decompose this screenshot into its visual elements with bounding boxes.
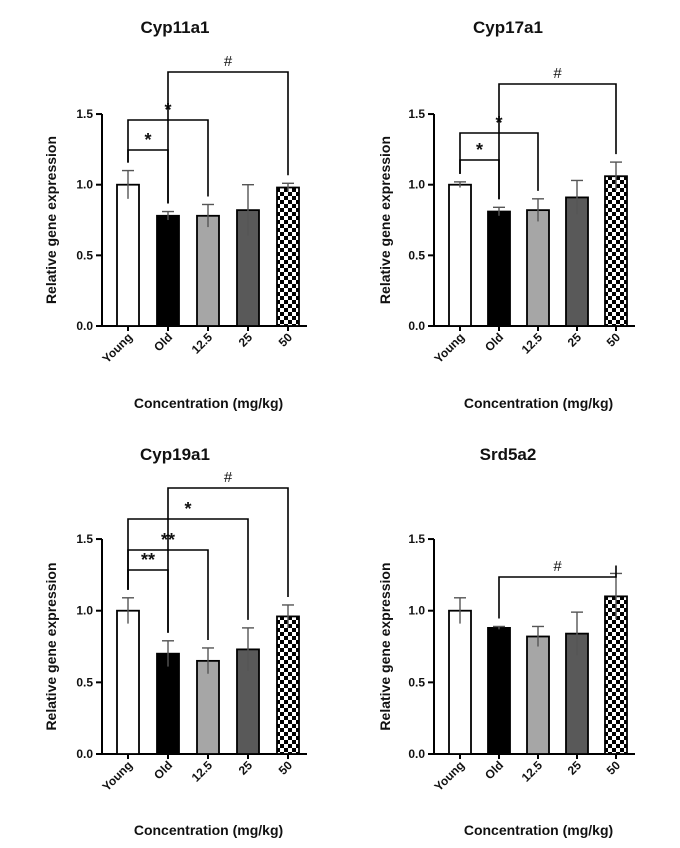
significance-bracket xyxy=(167,487,289,633)
x-tick-label: 50 xyxy=(276,758,296,778)
significance-label: # xyxy=(553,558,562,575)
bar xyxy=(156,652,180,755)
y-tick-label: 0.0 xyxy=(408,319,425,333)
significance-bracket xyxy=(498,565,617,619)
y-tick-label: 1.0 xyxy=(76,178,93,192)
x-tick-label: Young xyxy=(431,758,467,794)
x-tick-label: 12.5 xyxy=(519,330,546,357)
chart-panel-4: Srd5a2 0.0 0.5 1.0 1.5 Relative gene expressi… xyxy=(377,445,635,838)
chart-title: Cyp19a1 xyxy=(140,445,210,464)
x-tick-label: Young xyxy=(99,330,135,366)
bar xyxy=(526,635,550,755)
chart-title: Srd5a2 xyxy=(480,445,537,464)
bar xyxy=(156,214,180,327)
significance-bracket xyxy=(167,71,289,204)
significance-label: * xyxy=(184,499,191,519)
x-tick-label: 12.5 xyxy=(189,758,216,785)
x-axis-label: Concentration (mg/kg) xyxy=(134,822,283,838)
significance-label: # xyxy=(553,65,562,82)
x-tick-label: 12.5 xyxy=(189,330,216,357)
x-tick-label: 25 xyxy=(236,758,256,778)
significance-bracket xyxy=(498,83,617,200)
significance-label: ** xyxy=(141,550,155,570)
x-axis-label: Concentration (mg/kg) xyxy=(134,395,283,411)
x-tick-label: Old xyxy=(151,758,175,782)
y-axis-label: Relative gene expression xyxy=(377,562,393,730)
significance-label: * xyxy=(144,130,151,150)
y-tick-label: 0.5 xyxy=(76,675,93,689)
bar xyxy=(604,595,628,755)
x-tick-label: 25 xyxy=(236,330,256,350)
y-tick-label: 1.5 xyxy=(408,532,425,546)
bar xyxy=(276,615,300,755)
x-tick-label: 25 xyxy=(565,330,585,350)
significance-label: # xyxy=(224,469,233,486)
significance-bracket xyxy=(127,518,249,620)
chart-panel-3: Cyp19a1 0.0 0.5 1.0 1.5 Relative gene express… xyxy=(43,445,307,838)
x-axis-label: Concentration (mg/kg) xyxy=(464,822,613,838)
y-tick-label: 1.5 xyxy=(76,107,93,121)
y-axis-label: Relative gene expression xyxy=(377,136,393,304)
chart-panel-2: Cyp17a1 0.0 0.5 1.0 1.5 Relative gene express… xyxy=(377,18,635,411)
bar xyxy=(196,214,220,327)
bar xyxy=(196,659,220,755)
bar xyxy=(116,609,140,755)
y-tick-label: 1.0 xyxy=(408,178,425,192)
x-tick-label: Old xyxy=(151,330,175,354)
x-tick-label: Young xyxy=(431,330,467,366)
x-tick-label: 50 xyxy=(604,758,624,778)
y-tick-label: 1.0 xyxy=(76,604,93,618)
y-axis-label: Relative gene expression xyxy=(43,136,59,304)
significance-label: # xyxy=(224,53,233,70)
y-tick-label: 0.5 xyxy=(76,248,93,262)
bar xyxy=(116,183,140,327)
y-tick-label: 0.5 xyxy=(408,675,425,689)
y-tick-label: 0.0 xyxy=(76,319,93,333)
chart-title: Cyp17a1 xyxy=(473,18,543,37)
bar xyxy=(487,210,511,327)
y-tick-label: 0.0 xyxy=(408,747,425,761)
chart-title: Cyp11a1 xyxy=(141,18,210,37)
bar xyxy=(526,209,550,327)
x-axis-label: Concentration (mg/kg) xyxy=(464,395,613,411)
bar xyxy=(448,609,472,755)
bar xyxy=(448,183,472,327)
y-tick-label: 1.0 xyxy=(408,604,425,618)
chart-panel-1: Cyp11a1 0.0 0.5 1.0 1.5 Relative gene express… xyxy=(43,18,307,411)
bar xyxy=(276,186,300,327)
y-tick-label: 0.5 xyxy=(408,248,425,262)
x-tick-label: 25 xyxy=(565,758,585,778)
x-tick-label: 12.5 xyxy=(519,758,546,785)
x-tick-label: Old xyxy=(482,330,506,354)
x-tick-label: Young xyxy=(99,758,135,794)
y-tick-label: 1.5 xyxy=(408,107,425,121)
bar xyxy=(565,196,589,327)
x-tick-label: 50 xyxy=(604,330,624,350)
y-tick-label: 0.0 xyxy=(76,747,93,761)
y-axis-label: Relative gene expression xyxy=(43,562,59,730)
significance-label: * xyxy=(476,140,483,160)
x-tick-label: Old xyxy=(482,758,506,782)
y-tick-label: 1.5 xyxy=(76,532,93,546)
bar xyxy=(604,175,628,327)
x-tick-label: 50 xyxy=(276,330,296,350)
bar xyxy=(487,626,511,755)
